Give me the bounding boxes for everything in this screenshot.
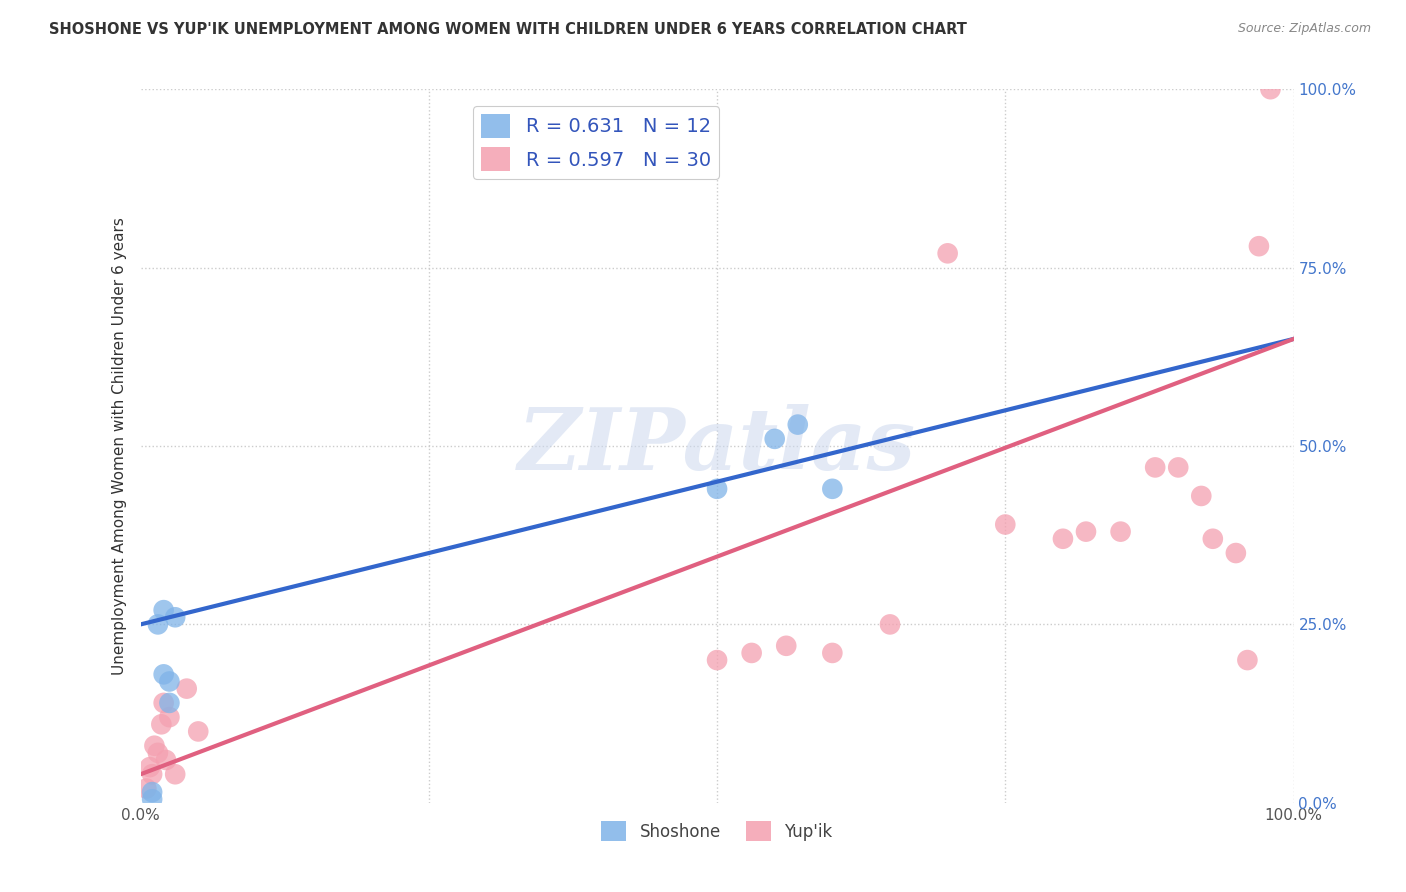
Point <box>1144 460 1167 475</box>
Point <box>1074 524 1097 539</box>
Point <box>146 746 169 760</box>
Point <box>1260 82 1282 96</box>
Point <box>1167 460 1189 475</box>
Point <box>821 646 844 660</box>
Point <box>1247 239 1270 253</box>
Point <box>1052 532 1074 546</box>
Point <box>152 696 174 710</box>
Point <box>1202 532 1225 546</box>
Point <box>1225 546 1247 560</box>
Point <box>763 432 786 446</box>
Point <box>879 617 901 632</box>
Point <box>187 724 209 739</box>
Point <box>706 482 728 496</box>
Point <box>706 653 728 667</box>
Point <box>159 710 180 724</box>
Point <box>139 760 162 774</box>
Text: SHOSHONE VS YUP'IK UNEMPLOYMENT AMONG WOMEN WITH CHILDREN UNDER 6 YEARS CORRELAT: SHOSHONE VS YUP'IK UNEMPLOYMENT AMONG WO… <box>49 22 967 37</box>
Point <box>165 610 187 624</box>
Point <box>1109 524 1132 539</box>
Point <box>821 482 844 496</box>
Point <box>143 739 166 753</box>
Point <box>150 717 173 731</box>
Point <box>152 667 174 681</box>
Point <box>152 603 174 617</box>
Point <box>141 785 163 799</box>
Point <box>165 767 187 781</box>
Point <box>135 781 157 796</box>
Point <box>1236 653 1258 667</box>
Point <box>936 246 959 260</box>
Point <box>786 417 808 432</box>
Y-axis label: Unemployment Among Women with Children Under 6 years: Unemployment Among Women with Children U… <box>111 217 127 675</box>
Point <box>141 767 163 781</box>
Text: Source: ZipAtlas.com: Source: ZipAtlas.com <box>1237 22 1371 36</box>
Point <box>146 617 169 632</box>
Point <box>159 696 180 710</box>
Point <box>994 517 1017 532</box>
Point <box>141 792 163 806</box>
Point <box>1189 489 1212 503</box>
Point <box>741 646 763 660</box>
Point <box>159 674 180 689</box>
Point <box>775 639 797 653</box>
Legend: Shoshone, Yup'ik: Shoshone, Yup'ik <box>595 814 839 848</box>
Point <box>155 753 177 767</box>
Text: ZIPatlas: ZIPatlas <box>517 404 917 488</box>
Point <box>176 681 198 696</box>
